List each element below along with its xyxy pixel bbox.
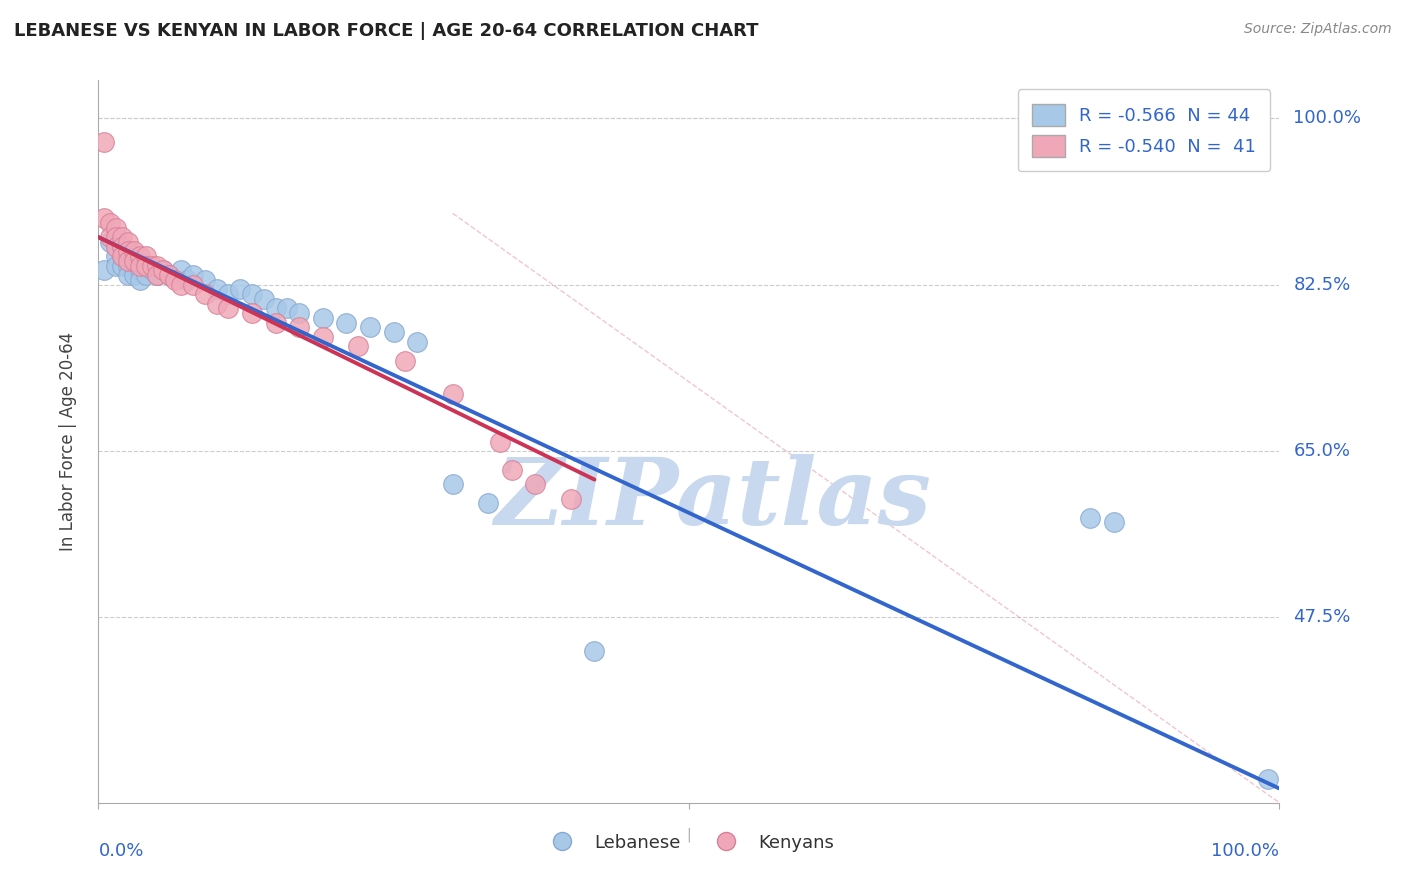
Point <box>122 254 145 268</box>
Point <box>229 282 252 296</box>
Point <box>394 353 416 368</box>
Point <box>141 263 163 277</box>
Point <box>240 306 263 320</box>
Point <box>194 273 217 287</box>
Point <box>128 263 150 277</box>
Text: 82.5%: 82.5% <box>1294 276 1351 293</box>
Point <box>117 249 139 263</box>
Point <box>111 259 134 273</box>
Point <box>105 249 128 263</box>
Point <box>335 316 357 330</box>
Point <box>111 249 134 263</box>
Point <box>560 491 582 506</box>
Point <box>359 320 381 334</box>
Point <box>312 310 335 325</box>
Point <box>98 230 121 244</box>
Legend: Lebanese, Kenyans: Lebanese, Kenyans <box>537 826 841 859</box>
Point <box>583 643 606 657</box>
Point <box>111 249 134 263</box>
Point <box>157 268 180 282</box>
Point <box>276 301 298 316</box>
Text: 65.0%: 65.0% <box>1294 442 1350 460</box>
Point <box>217 301 239 316</box>
Point <box>111 230 134 244</box>
Point <box>117 235 139 249</box>
Text: |: | <box>686 828 692 842</box>
Point <box>1080 510 1102 524</box>
Point <box>152 263 174 277</box>
Point <box>117 254 139 268</box>
Text: 100.0%: 100.0% <box>1212 842 1279 860</box>
Point <box>312 330 335 344</box>
Point <box>170 263 193 277</box>
Point <box>105 230 128 244</box>
Point <box>122 259 145 273</box>
Text: 0.0%: 0.0% <box>98 842 143 860</box>
Text: ZIPatlas: ZIPatlas <box>494 454 931 544</box>
Point <box>524 477 547 491</box>
Text: 100.0%: 100.0% <box>1294 110 1361 128</box>
Point <box>264 301 287 316</box>
Point <box>176 273 198 287</box>
Point <box>194 287 217 301</box>
Point <box>501 463 523 477</box>
Point <box>441 387 464 401</box>
Point <box>105 259 128 273</box>
Point <box>489 434 512 449</box>
Point <box>105 220 128 235</box>
Point <box>288 306 311 320</box>
Point <box>406 334 429 349</box>
Point <box>157 268 180 282</box>
Point <box>122 249 145 263</box>
Point <box>105 240 128 254</box>
Point <box>135 268 157 282</box>
Point <box>135 259 157 273</box>
Point <box>146 259 169 273</box>
Point <box>477 496 499 510</box>
Point <box>141 259 163 273</box>
Point <box>128 259 150 273</box>
Point <box>181 277 204 292</box>
Y-axis label: In Labor Force | Age 20-64: In Labor Force | Age 20-64 <box>59 332 77 551</box>
Point <box>135 249 157 263</box>
Point <box>347 339 370 353</box>
Point <box>165 273 187 287</box>
Point <box>128 273 150 287</box>
Point <box>117 244 139 259</box>
Point <box>122 268 145 282</box>
Point <box>111 240 134 254</box>
Point <box>135 259 157 273</box>
Point <box>98 216 121 230</box>
Text: 47.5%: 47.5% <box>1294 608 1351 626</box>
Point <box>93 135 115 149</box>
Text: Source: ZipAtlas.com: Source: ZipAtlas.com <box>1244 22 1392 37</box>
Point <box>264 316 287 330</box>
Point <box>181 268 204 282</box>
Point <box>93 263 115 277</box>
Point <box>288 320 311 334</box>
Point <box>117 259 139 273</box>
Point <box>152 263 174 277</box>
Point <box>205 296 228 310</box>
Point <box>98 235 121 249</box>
Point <box>146 268 169 282</box>
Point <box>93 211 115 226</box>
Point <box>117 268 139 282</box>
Point <box>382 325 405 339</box>
Point <box>240 287 263 301</box>
Point <box>441 477 464 491</box>
Point <box>1102 516 1125 530</box>
Text: LEBANESE VS KENYAN IN LABOR FORCE | AGE 20-64 CORRELATION CHART: LEBANESE VS KENYAN IN LABOR FORCE | AGE … <box>14 22 759 40</box>
Point <box>170 277 193 292</box>
Point <box>205 282 228 296</box>
Point <box>146 268 169 282</box>
Point <box>217 287 239 301</box>
Point <box>253 292 276 306</box>
Point <box>1257 772 1279 786</box>
Point <box>128 249 150 263</box>
Point <box>122 244 145 259</box>
Point <box>111 240 134 254</box>
